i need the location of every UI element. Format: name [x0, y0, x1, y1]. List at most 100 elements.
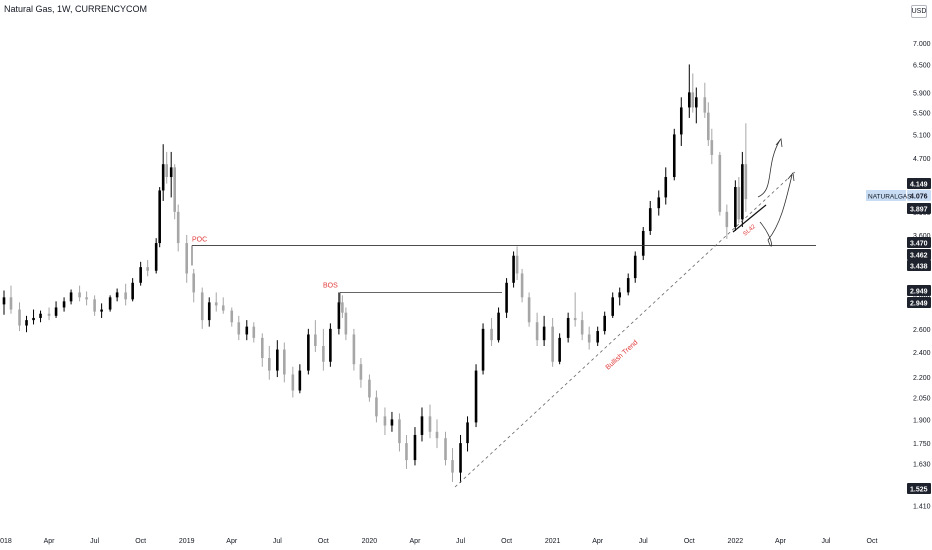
candle: [679, 97, 683, 146]
candle-body: [420, 416, 424, 435]
candle-body: [718, 154, 722, 212]
candle: [703, 82, 707, 118]
candle: [307, 328, 310, 375]
candle: [542, 315, 546, 347]
candle: [725, 204, 729, 239]
candle: [657, 190, 661, 216]
bullish-trendline: [454, 171, 796, 488]
candle-body: [512, 255, 515, 283]
price-labels: 4.1494.076NATURALGAS3.8973.4703.4623.438…: [866, 178, 931, 494]
candle: [737, 177, 741, 224]
drawings-layer: POC BOS Bullish Trend SL42: [191, 138, 816, 488]
candle-body: [158, 190, 161, 244]
candle-body: [47, 313, 51, 316]
candle: [435, 419, 439, 449]
candle-body: [580, 320, 584, 335]
candle-body: [741, 164, 744, 220]
candle: [298, 364, 302, 394]
price-label-text: 1.525: [910, 487, 928, 494]
price-label-bg: [907, 237, 931, 248]
candle-body: [633, 255, 637, 279]
candle-body: [444, 438, 447, 461]
candle-body: [298, 370, 302, 391]
candle-body: [85, 297, 88, 300]
candle: [32, 309, 35, 325]
candle: [47, 307, 51, 321]
candle: [352, 328, 356, 371]
x-tick-label: Jul: [456, 538, 465, 545]
candle-body: [337, 302, 341, 329]
candle-body: [245, 326, 249, 335]
candle: [383, 407, 387, 435]
candle: [444, 431, 447, 466]
candle: [329, 323, 332, 367]
candle: [2, 290, 6, 315]
candle-body: [390, 419, 394, 426]
candle-body: [154, 243, 158, 271]
candle-body: [687, 92, 691, 108]
y-tick-label: 3.600: [913, 233, 931, 240]
candle-body: [32, 317, 35, 321]
time-axis: 2018 Apr Jul Oct 2019 Apr Jul Oct 2020 Apr Jul Oct 2…: [0, 538, 877, 545]
candle-body: [252, 326, 256, 338]
candle: [139, 261, 142, 286]
candle-body: [725, 211, 729, 228]
x-tick-label: 2018: [0, 538, 12, 545]
candle: [535, 312, 539, 347]
candle: [78, 285, 81, 302]
x-tick-label: Apr: [44, 538, 56, 545]
candle-body: [558, 337, 561, 362]
candle-body: [18, 309, 21, 326]
candle-body: [618, 292, 622, 298]
x-tick-label: Jul: [821, 538, 830, 545]
price-label: 3.462: [907, 249, 931, 260]
candle-body: [744, 164, 748, 200]
currency-badge[interactable]: USD: [911, 5, 927, 18]
candle-body: [573, 317, 577, 321]
candle: [165, 151, 168, 184]
candle: [375, 390, 378, 423]
candle-body: [515, 255, 519, 274]
candle-body: [124, 292, 127, 300]
symbol-label-bg: [866, 190, 906, 201]
candle: [169, 151, 173, 198]
candle-body: [481, 328, 485, 371]
candle-body: [435, 431, 439, 439]
candle: [344, 307, 348, 341]
candle: [108, 295, 112, 312]
y-tick-label: 2.900: [913, 295, 931, 302]
price-label: 1.525: [907, 483, 931, 494]
candle-body: [474, 370, 478, 423]
candle: [69, 289, 73, 305]
candle-body: [611, 297, 615, 316]
candle-body: [39, 313, 42, 318]
candle: [54, 301, 58, 318]
y-tick-label: 5.500: [913, 111, 931, 118]
y-tick-label: 3.900: [913, 210, 931, 217]
candle-body: [200, 292, 204, 321]
candle: [131, 278, 134, 302]
candle-body: [542, 326, 546, 341]
x-tick-label: 2020: [362, 538, 378, 545]
candle: [490, 317, 493, 347]
candle-body: [214, 302, 218, 306]
candle: [664, 167, 668, 205]
x-tick-label: Oct: [318, 538, 329, 545]
candle-body: [497, 312, 500, 341]
x-tick-label: Jul: [90, 538, 99, 545]
price-label-bg: [907, 483, 931, 494]
price-label-text: 3.438: [910, 264, 928, 271]
candle-body: [115, 292, 119, 298]
candle-body: [307, 334, 310, 371]
candle: [158, 187, 161, 248]
y-tick-label: 1.750: [913, 441, 931, 448]
candle-body: [131, 282, 134, 300]
candle: [359, 358, 363, 388]
arrow-head: [775, 138, 783, 148]
candle: [93, 295, 96, 316]
candle: [18, 302, 21, 332]
candle: [368, 374, 371, 402]
candle: [268, 346, 271, 380]
